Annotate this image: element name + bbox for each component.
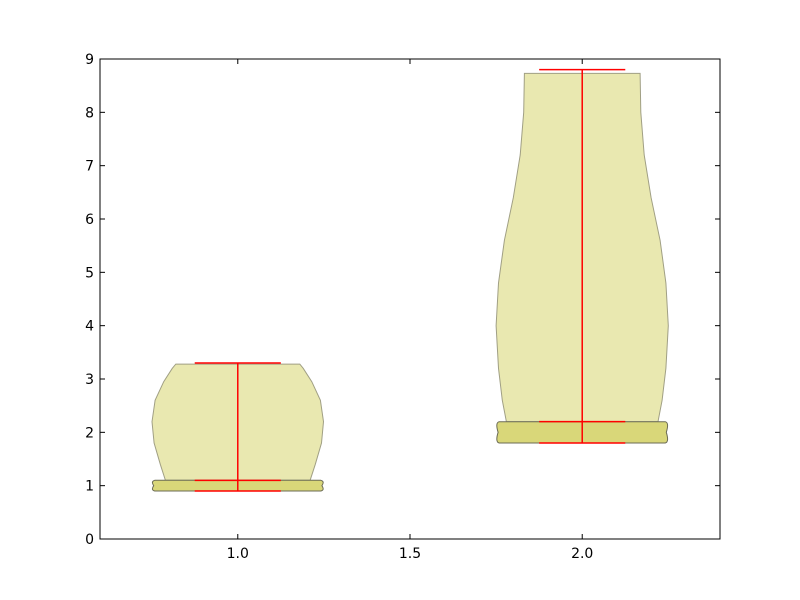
- x-axis-ticks: 1.0 1.5 2.0: [227, 59, 593, 562]
- x-tick-label: 2.0: [571, 546, 593, 562]
- violin-bodies: [151, 72, 669, 492]
- y-tick-label: 3: [85, 372, 94, 388]
- y-tick-label: 6: [85, 212, 94, 228]
- y-tick-label: 8: [85, 105, 94, 121]
- y-tick-label: 2: [85, 425, 94, 441]
- y-tick-label: 0: [85, 532, 94, 548]
- y-tick-label: 5: [85, 265, 94, 281]
- y-tick-label: 9: [85, 52, 94, 68]
- y-axis-ticks: 0 1 2 3 4 5 6 7 8 9: [85, 52, 720, 548]
- y-tick-label: 7: [85, 159, 94, 175]
- y-tick-label: 1: [85, 479, 94, 495]
- violin-stat-lines: [194, 68, 626, 492]
- y-tick-label: 4: [85, 319, 94, 335]
- x-tick-label: 1.5: [399, 546, 421, 562]
- x-tick-label: 1.0: [227, 546, 249, 562]
